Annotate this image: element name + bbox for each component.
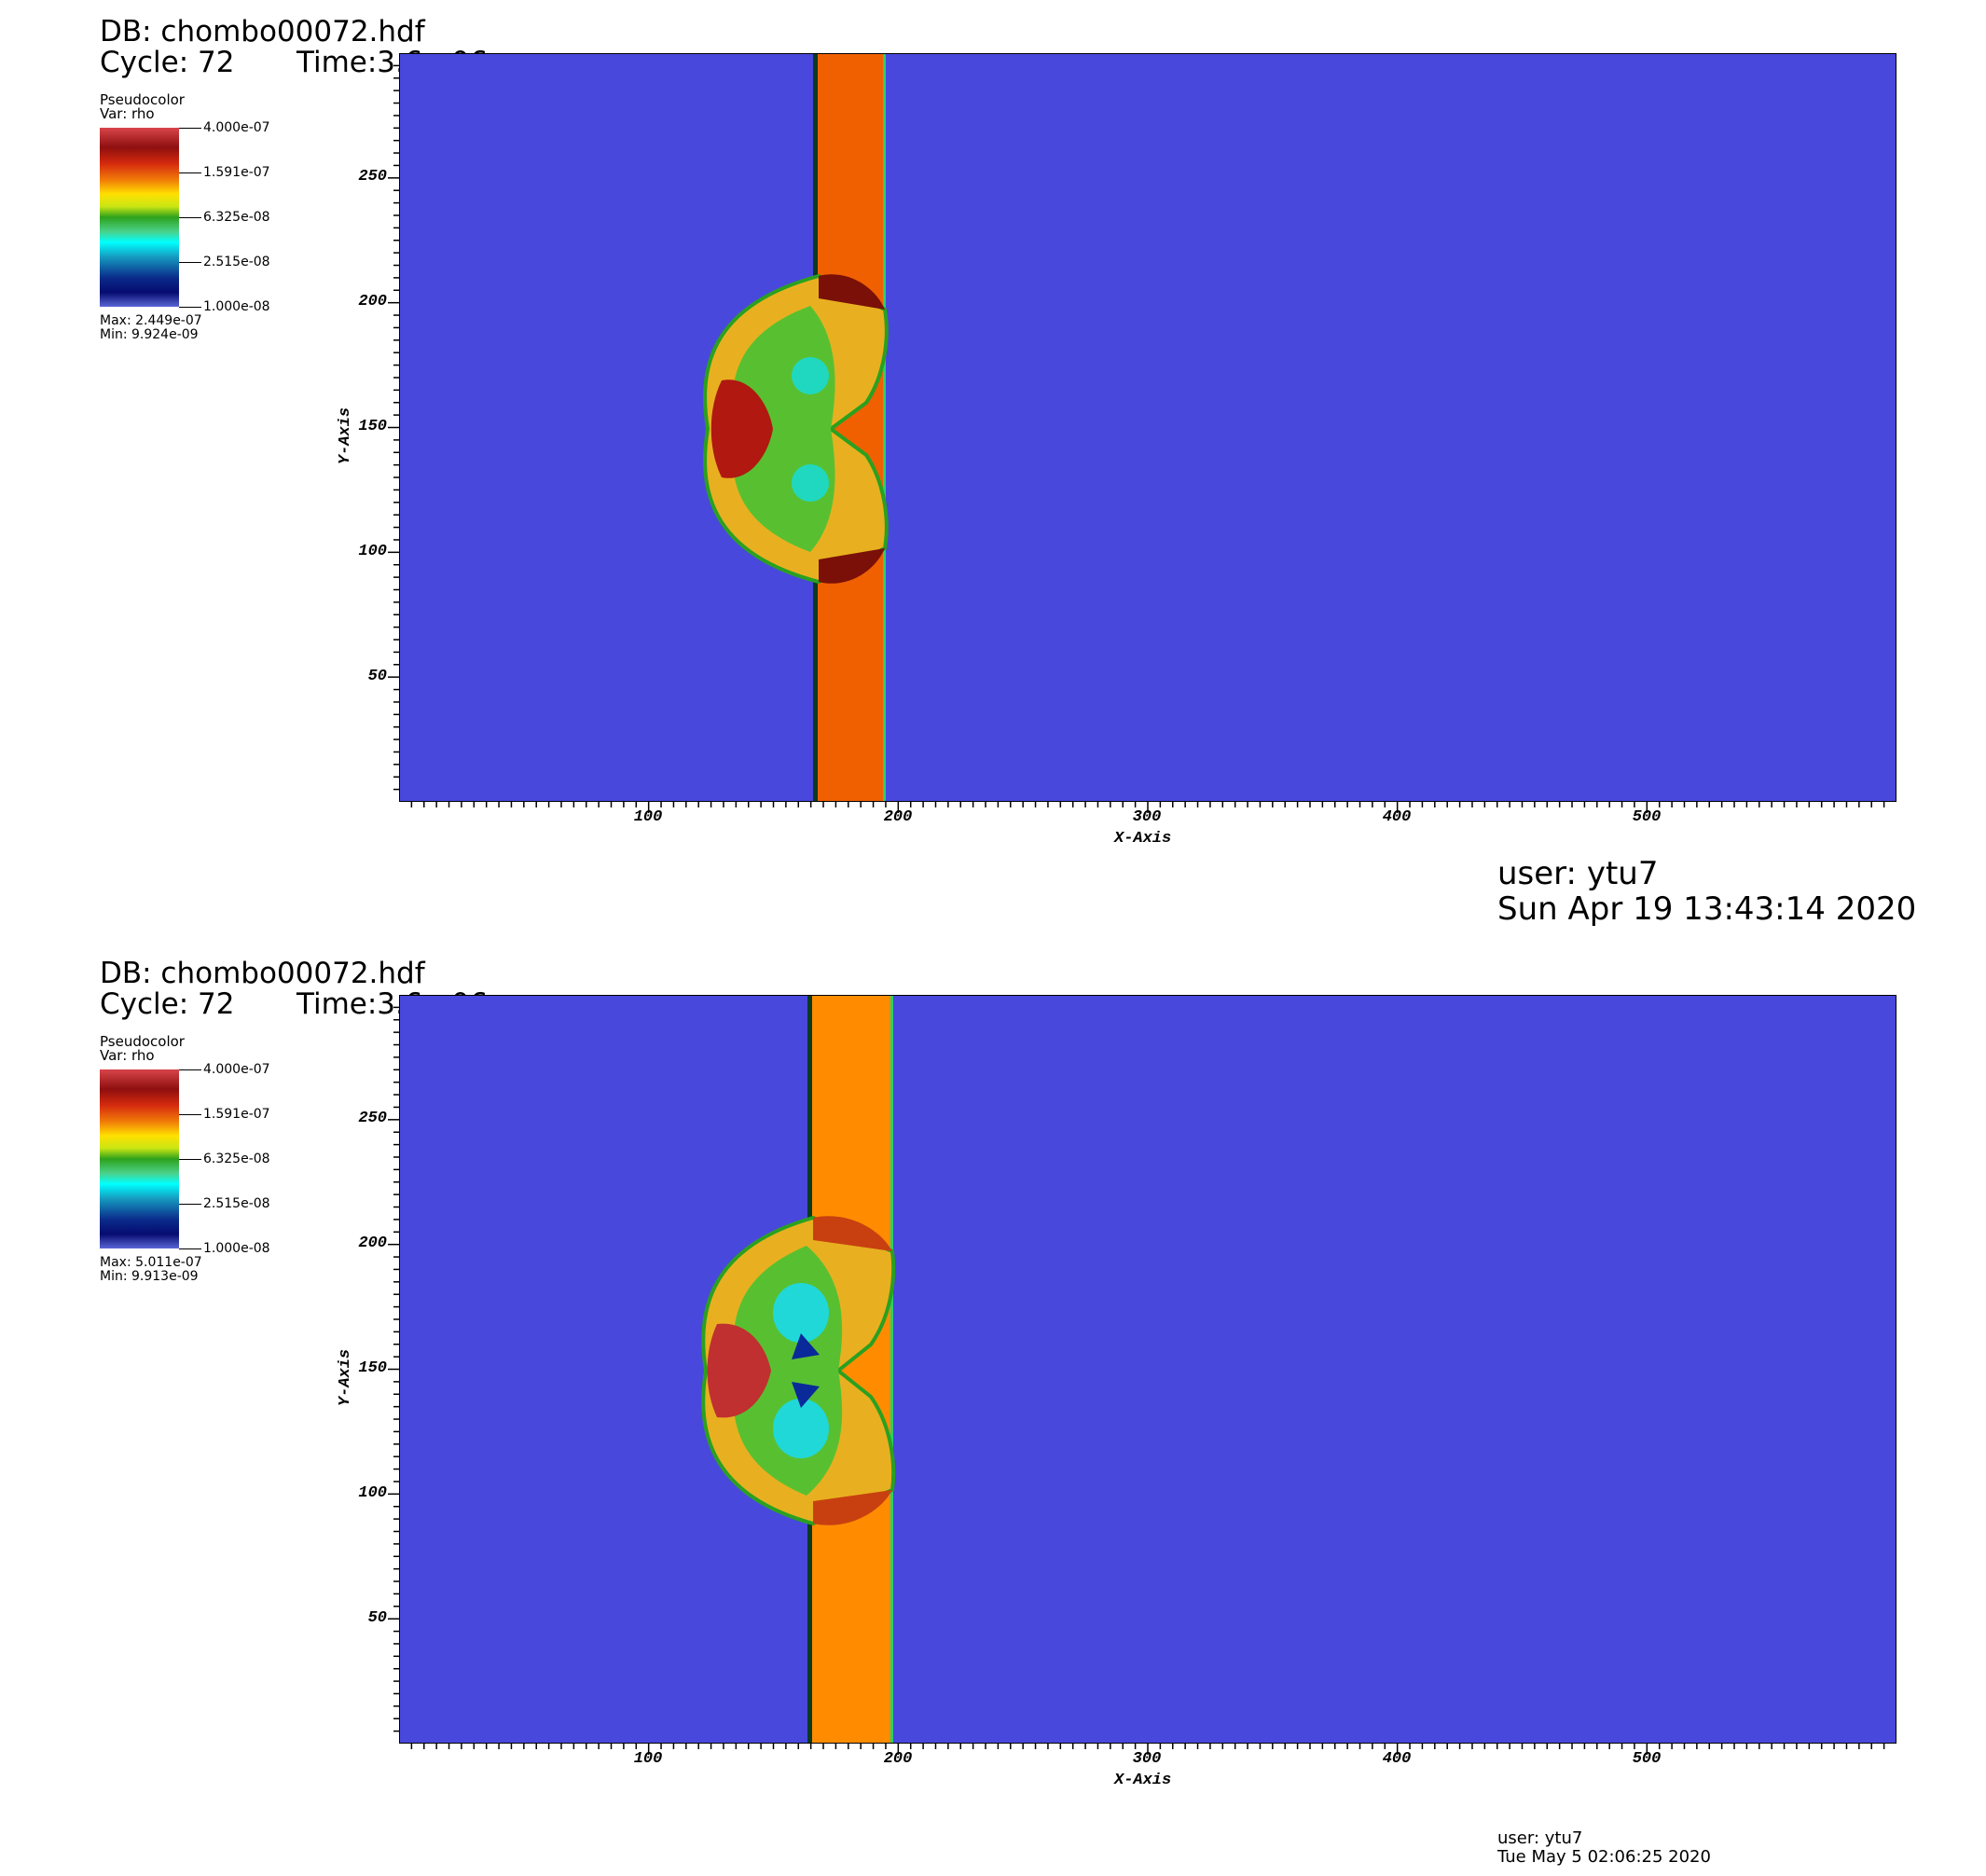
density-field xyxy=(400,54,1896,801)
colorbar-tick xyxy=(179,1114,201,1115)
vortex-lower xyxy=(792,464,829,502)
colorbar-tick-label: 1.000e-08 xyxy=(203,1241,270,1256)
legend-max: Max: 5.011e-07 xyxy=(100,1255,202,1270)
y-tick-label: 250 xyxy=(358,168,387,186)
colorbar-tick-label: 1.591e-07 xyxy=(203,165,270,180)
database-label: DB: chombo00072.hdf xyxy=(100,957,425,990)
y-tick-label: 100 xyxy=(358,543,387,560)
y-axis-label: Y-Axis xyxy=(337,1348,355,1407)
density-plot-top xyxy=(399,53,1896,802)
timestamp-label: Tue May 5 02:06:25 2020 xyxy=(1497,1847,1711,1867)
vortex-lower xyxy=(773,1399,829,1458)
y-tick-label: 50 xyxy=(367,668,387,685)
legend-var: Var: rho xyxy=(100,105,155,122)
plot-panel-top: DB: chombo00072.hdf Cycle: 72 Time:3.6e-… xyxy=(0,0,1986,932)
x-axis-label: X-Axis xyxy=(1114,1772,1172,1789)
shock-cap-lower xyxy=(819,548,885,584)
colorbar-tick-label: 2.515e-08 xyxy=(203,255,270,269)
bubble-core xyxy=(707,1323,771,1418)
colorbar-tick-label: 1.000e-08 xyxy=(203,299,270,314)
x-tick-label: 200 xyxy=(883,1750,913,1768)
database-label: DB: chombo00072.hdf xyxy=(100,15,425,48)
x-tick-label: 500 xyxy=(1632,808,1662,826)
legend-min: Min: 9.913e-09 xyxy=(100,1269,199,1284)
legend-max: Max: 2.449e-07 xyxy=(100,313,202,328)
colorbar-tick xyxy=(179,1248,201,1249)
x-tick-label: 500 xyxy=(1632,1750,1662,1768)
x-tick-label: 100 xyxy=(633,1750,663,1768)
y-tick-label: 150 xyxy=(358,418,387,435)
colorbar-tick-label: 2.515e-08 xyxy=(203,1196,270,1211)
bubble-core xyxy=(710,379,773,478)
timestamp-label: Sun Apr 19 13:43:14 2020 xyxy=(1497,890,1917,928)
colorbar-tick xyxy=(179,1204,201,1205)
y-tick-label: 200 xyxy=(358,293,387,310)
cycle-label: Cycle: 72 xyxy=(100,46,235,79)
x-tick-label: 400 xyxy=(1382,808,1412,826)
colorbar-tick-label: 6.325e-08 xyxy=(203,210,270,225)
user-label: user: ytu7 xyxy=(1497,855,1659,892)
ambient-region xyxy=(400,54,1896,801)
colorbar xyxy=(100,1069,179,1248)
slab-right-edge xyxy=(890,996,893,1743)
legend-var: Var: rho xyxy=(100,1047,155,1064)
colorbar-tick xyxy=(179,262,201,263)
colorbar-tick xyxy=(179,172,201,173)
colorbar-tick xyxy=(179,307,201,308)
legend-min: Min: 9.924e-09 xyxy=(100,327,199,342)
y-tick-label: 250 xyxy=(358,1110,387,1127)
y-tick-label: 50 xyxy=(367,1609,387,1627)
ambient-region xyxy=(400,996,1896,1743)
density-field xyxy=(400,996,1896,1743)
colorbar-tick-label: 4.000e-07 xyxy=(203,1062,270,1077)
x-tick-label: 300 xyxy=(1132,1750,1162,1768)
vortex-core-upper xyxy=(792,1333,820,1359)
cycle-label: Cycle: 72 xyxy=(100,987,235,1021)
colorbar-tick xyxy=(179,1069,201,1070)
x-axis-label: X-Axis xyxy=(1114,830,1172,848)
user-label: user: ytu7 xyxy=(1497,1828,1583,1848)
plot-panel-bottom: DB: chombo00072.hdf Cycle: 72 Time:3.6e-… xyxy=(0,942,1986,1876)
colorbar-tick-label: 6.325e-08 xyxy=(203,1152,270,1166)
y-tick-label: 100 xyxy=(358,1484,387,1502)
colorbar-tick xyxy=(179,1159,201,1160)
y-axis-label: Y-Axis xyxy=(337,407,355,465)
x-tick-label: 200 xyxy=(883,808,913,826)
x-tick-label: 300 xyxy=(1132,808,1162,826)
x-tick-label: 100 xyxy=(633,808,663,826)
colorbar-tick-label: 4.000e-07 xyxy=(203,120,270,135)
vortex-core-lower xyxy=(792,1382,820,1408)
shock-cap-lower xyxy=(813,1490,892,1525)
colorbar-tick-label: 1.591e-07 xyxy=(203,1107,270,1122)
y-tick-label: 150 xyxy=(358,1359,387,1377)
vortex-upper xyxy=(792,357,829,394)
legend-title: Pseudocolor xyxy=(100,91,185,108)
density-plot-bottom xyxy=(399,995,1896,1744)
vortex-upper xyxy=(773,1283,829,1343)
colorbar-tick xyxy=(179,217,201,218)
x-tick-label: 400 xyxy=(1382,1750,1412,1768)
shock-cap-upper xyxy=(819,274,885,310)
y-tick-label: 200 xyxy=(358,1235,387,1252)
colorbar-tick xyxy=(179,128,201,129)
colorbar xyxy=(100,128,179,307)
legend-title: Pseudocolor xyxy=(100,1033,185,1050)
shock-cap-upper xyxy=(813,1216,892,1251)
slab-right-edge xyxy=(883,54,886,801)
